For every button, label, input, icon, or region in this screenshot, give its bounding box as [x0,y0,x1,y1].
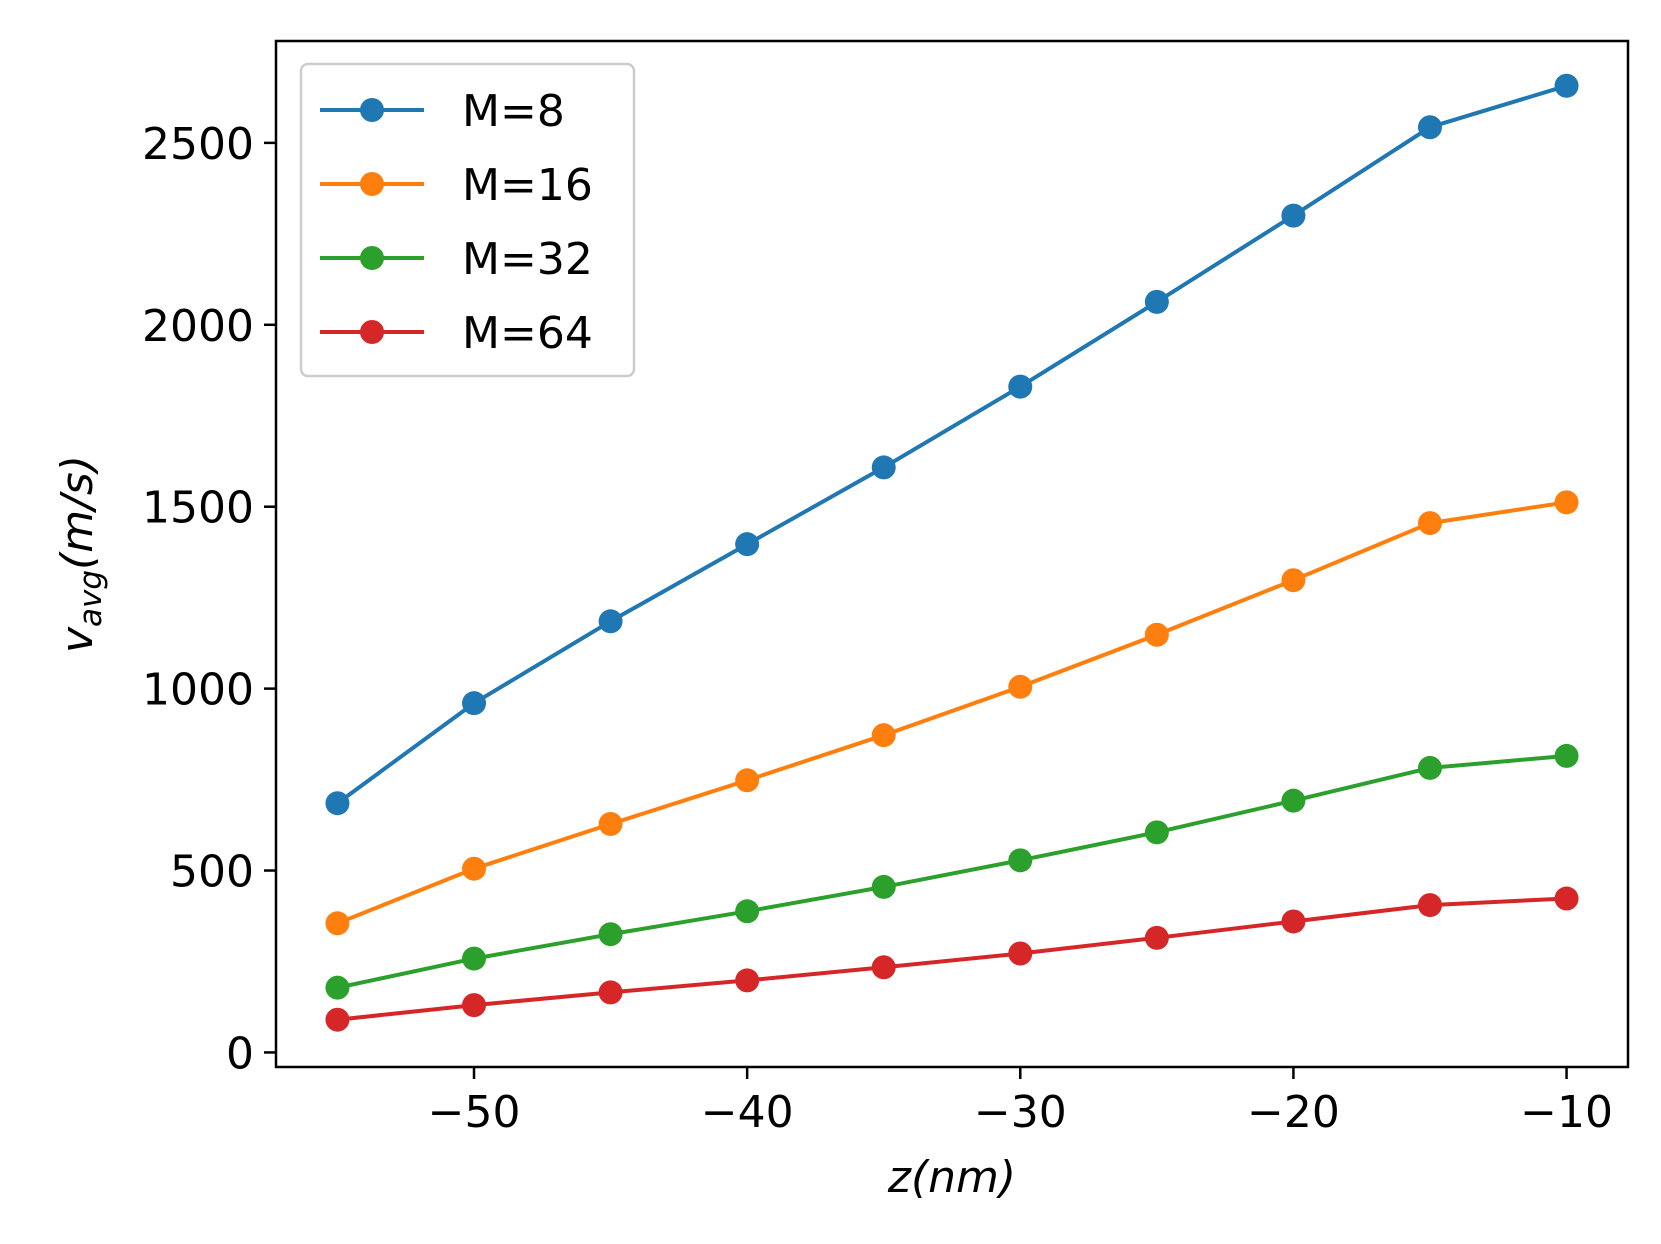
data-point-m32 [871,874,896,899]
x-tick-label: −10 [1520,1087,1613,1138]
data-point-m8 [325,791,350,816]
data-point-m8 [1281,203,1306,228]
data-point-m16 [325,911,350,936]
data-point-m64 [1281,909,1306,934]
data-point-m64 [1554,886,1579,911]
data-point-m64 [325,1007,350,1032]
legend-label: M=32 [462,234,593,285]
legend-label: M=8 [462,86,565,137]
series-line-m8 [335,83,1569,806]
data-point-m16 [1417,511,1442,536]
data-point-m8 [735,532,760,557]
data-point-m64 [735,968,760,993]
x-tick-label: −50 [428,1087,521,1138]
data-point-m16 [1144,622,1169,647]
legend-box [299,62,636,378]
data-point-m64 [871,955,896,980]
data-point-m8 [598,609,623,634]
legend-label: M=16 [462,160,593,211]
y-axis-title-subscript: avg [73,570,109,627]
data-point-m16 [462,856,487,881]
legend-entry-m64: M=64 [320,308,593,359]
series-m8 [325,73,1579,816]
data-point-m16 [1008,674,1033,699]
y-tick-label: 1500 [142,483,254,534]
data-point-m16 [1554,490,1579,515]
plot-frame [274,39,1630,1069]
data-point-m32 [325,975,350,1000]
series-line-m16 [335,500,1569,926]
y-tick-label: 0 [226,1028,254,1079]
series-m64 [325,886,1579,1032]
y-axis-title-base: v [52,626,103,653]
data-point-m64 [462,993,487,1018]
legend-entry-m32: M=32 [320,234,593,285]
data-point-m64 [598,980,623,1005]
data-point-m16 [1281,568,1306,593]
data-point-m32 [1281,788,1306,813]
legend-swatch-marker [360,246,384,270]
y-tick-label: 2500 [142,119,254,170]
data-point-m32 [462,946,487,971]
data-point-m32 [1008,848,1033,873]
legend-entry-m8: M=8 [320,86,565,137]
legend-entry-m16: M=16 [320,160,593,211]
data-point-m8 [1417,115,1442,140]
legend: M=8 M=16 M=32 M=64 [299,62,636,378]
data-point-m8 [1554,73,1579,98]
data-point-m32 [598,922,623,947]
x-tick-label: −30 [974,1087,1067,1138]
data-point-m16 [598,811,623,836]
series-line-m32 [335,753,1569,990]
data-point-m64 [1417,893,1442,918]
data-point-m8 [1144,289,1169,314]
series-layer [325,73,1579,1032]
x-axis: −50 −40 −30 −20 −10 [428,1067,1613,1138]
data-point-m32 [1417,755,1442,780]
y-axis-title: vavg(m/s) [52,455,109,653]
data-point-m8 [1008,374,1033,399]
data-point-m16 [871,723,896,748]
y-axis: 0 500 1000 1500 2000 2500 [142,119,276,1079]
data-point-m32 [1144,820,1169,845]
y-tick-label: 500 [170,847,254,898]
y-tick-label: 2000 [142,301,254,352]
data-point-m32 [735,899,760,924]
legend-label: M=64 [462,308,593,359]
data-point-m8 [462,691,487,716]
legend-swatch-marker [360,320,384,344]
data-point-m64 [1144,925,1169,950]
series-m16 [325,490,1579,936]
data-point-m64 [1008,941,1033,966]
legend-swatch-marker [360,98,384,122]
x-tick-label: −40 [701,1087,794,1138]
series-line-m64 [335,896,1569,1022]
legend-swatch-marker [360,172,384,196]
data-point-m8 [871,455,896,480]
y-axis-title-rest: (m/s) [52,455,103,570]
data-point-m32 [1554,743,1579,768]
y-tick-label: 1000 [142,665,254,716]
data-point-m16 [735,768,760,793]
x-axis-title: z(nm) [887,1152,1016,1203]
x-tick-label: −20 [1247,1087,1340,1138]
series-m32 [325,743,1579,1000]
